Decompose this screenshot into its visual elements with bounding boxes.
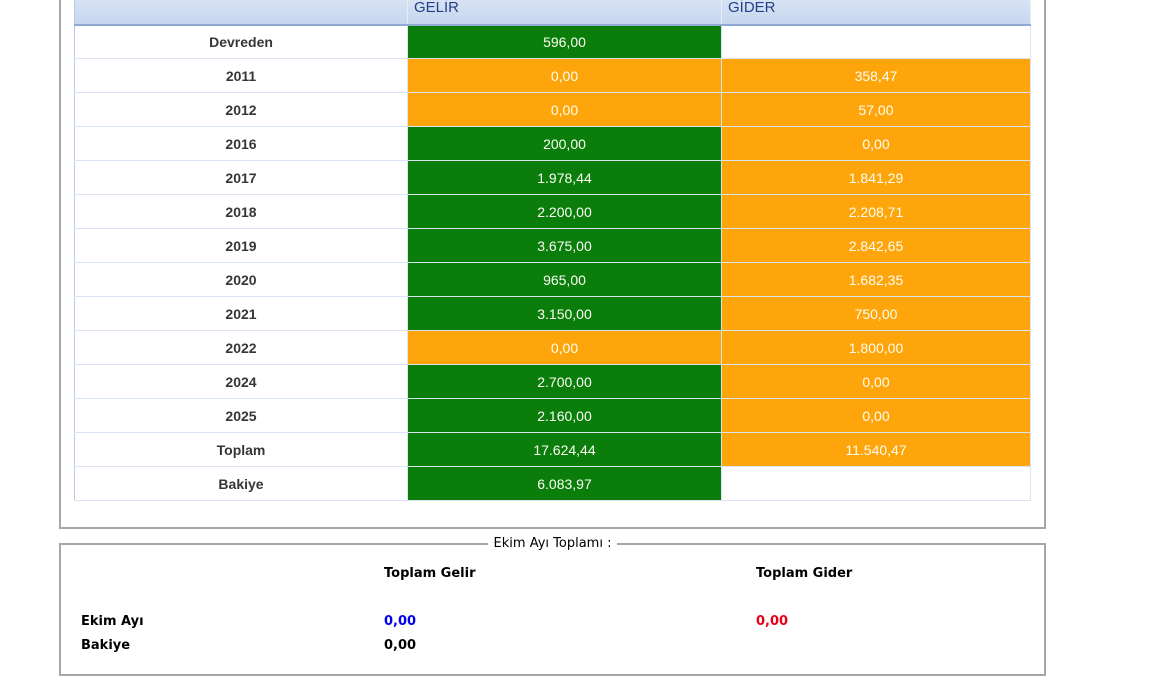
expense-value-cell: 750,00 — [721, 296, 1031, 331]
summary-row-gap — [81, 585, 1044, 589]
expense-value-cell: 11.540,47 — [721, 432, 1031, 467]
expense-value-cell — [721, 466, 1031, 501]
month-summary-fieldset: Ekim Ayı Toplamı : Toplam Gelir Toplam G… — [59, 536, 1046, 676]
month-summary-legend: Ekim Ayı Toplamı : — [493, 536, 612, 551]
year-label-cell: 2021 — [74, 296, 408, 331]
year-label-cell: 2019 — [74, 228, 408, 263]
income-value-cell: 0,00 — [407, 92, 722, 127]
expense-value-cell: 0,00 — [721, 126, 1031, 161]
month-summary-grid: Toplam Gelir Toplam Gider Ekim Ayı 0,00 … — [61, 551, 1044, 657]
balance-row-label: Bakiye — [81, 637, 131, 653]
year-label-cell: 2017 — [74, 160, 408, 195]
expense-column-header: GİDER — [721, 0, 1031, 26]
income-value-cell: 2.700,00 — [407, 364, 722, 399]
table-row: 2018 2.200,00 2.208,71 — [74, 194, 1031, 229]
year-label-cell: 2022 — [74, 330, 408, 365]
year-label-cell: 2012 — [74, 92, 408, 127]
empty-header-cell — [74, 0, 408, 26]
expense-value-cell: 1.682,35 — [721, 262, 1031, 297]
yearly-report-panel: GELİR GİDER Devreden 596,00 2011 0,00 358,47… — [59, 0, 1046, 529]
table-row: 2020 965,00 1.682,35 — [74, 262, 1031, 297]
year-label-cell: 2020 — [74, 262, 408, 297]
year-label-cell: 2024 — [74, 364, 408, 399]
table-row: 2016 200,00 0,00 — [74, 126, 1031, 161]
table-row: 2021 3.150,00 750,00 — [74, 296, 1031, 331]
table-row: 2019 3.675,00 2.842,65 — [74, 228, 1031, 263]
yearly-income-expense-table: GELİR GİDER Devreden 596,00 2011 0,00 358,47… — [74, 0, 1031, 501]
table-row: 2012 0,00 57,00 — [74, 92, 1031, 127]
income-value-cell: 0,00 — [407, 58, 722, 93]
income-value-cell: 596,00 — [407, 24, 722, 59]
year-label-cell: Toplam — [74, 432, 408, 467]
income-value-cell: 200,00 — [407, 126, 722, 161]
summary-spacer — [756, 633, 1044, 657]
income-value-cell: 0,00 — [407, 330, 722, 365]
month-income-value: 0,00 — [384, 613, 417, 629]
table-row: 2025 2.160,00 0,00 — [74, 398, 1031, 433]
year-label-cell: 2011 — [74, 58, 408, 93]
table-header-row: GELİR GİDER — [74, 0, 1031, 26]
expense-value-cell: 2.842,65 — [721, 228, 1031, 263]
income-value-cell: 1.978,44 — [407, 160, 722, 195]
month-row-label: Ekim Ayı — [81, 613, 144, 629]
table-row: Toplam 17.624,44 11.540,47 — [74, 432, 1031, 467]
income-value-cell: 3.150,00 — [407, 296, 722, 331]
expense-value-cell: 57,00 — [721, 92, 1031, 127]
expense-value-cell: 0,00 — [721, 364, 1031, 399]
table-row: Devreden 596,00 — [74, 24, 1031, 59]
total-expense-header: Toplam Gider — [756, 565, 853, 581]
expense-value-cell — [721, 24, 1031, 59]
expense-value-cell: 1.841,29 — [721, 160, 1031, 195]
expense-value-cell: 1.800,00 — [721, 330, 1031, 365]
income-value-cell: 6.083,97 — [407, 466, 722, 501]
income-value-cell: 2.200,00 — [407, 194, 722, 229]
table-row: 2022 0,00 1.800,00 — [74, 330, 1031, 365]
income-value-cell: 3.675,00 — [407, 228, 722, 263]
expense-value-cell: 2.208,71 — [721, 194, 1031, 229]
expense-value-cell: 0,00 — [721, 398, 1031, 433]
table-row: 2011 0,00 358,47 — [74, 58, 1031, 93]
income-column-header: GELİR — [407, 0, 722, 26]
year-label-cell: 2018 — [74, 194, 408, 229]
total-income-header: Toplam Gelir — [384, 565, 476, 581]
table-row: 2024 2.700,00 0,00 — [74, 364, 1031, 399]
month-expense-value: 0,00 — [756, 613, 789, 629]
year-label-cell: Devreden — [74, 24, 408, 59]
income-value-cell: 965,00 — [407, 262, 722, 297]
expense-value-cell: 358,47 — [721, 58, 1031, 93]
year-label-cell: Bakiye — [74, 466, 408, 501]
year-label-cell: 2025 — [74, 398, 408, 433]
summary-spacer — [81, 561, 384, 585]
year-label-cell: 2016 — [74, 126, 408, 161]
table-row: Bakiye 6.083,97 — [74, 466, 1031, 501]
balance-value: 0,00 — [384, 637, 417, 653]
income-value-cell: 2.160,00 — [407, 398, 722, 433]
income-value-cell: 17.624,44 — [407, 432, 722, 467]
table-row: 2017 1.978,44 1.841,29 — [74, 160, 1031, 195]
